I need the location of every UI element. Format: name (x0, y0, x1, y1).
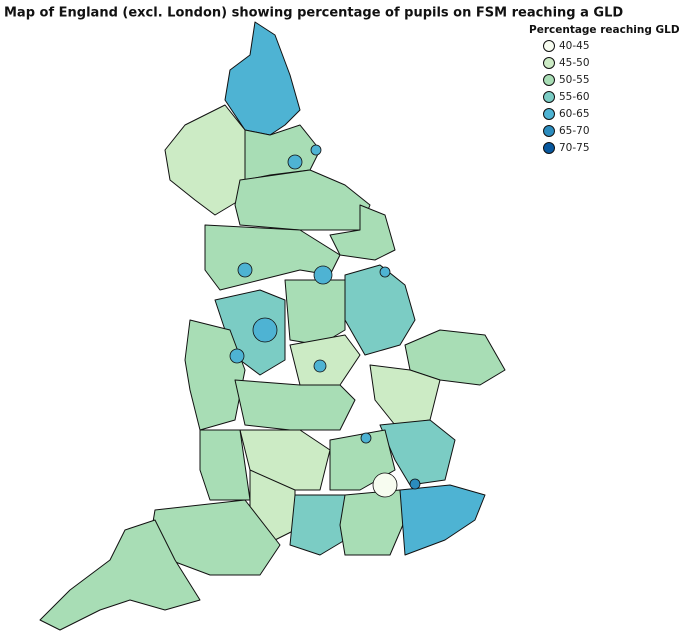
legend-swatch (543, 74, 555, 86)
region (199, 429, 251, 501)
region (289, 334, 361, 386)
legend-label: 60-65 (559, 108, 590, 120)
region (379, 266, 391, 278)
region (234, 169, 371, 231)
region (237, 262, 253, 278)
legend-swatch (543, 108, 555, 120)
region (229, 348, 245, 364)
legend-label: 65-70 (559, 125, 590, 137)
region (224, 21, 301, 136)
legend-label: 40-45 (559, 40, 590, 52)
region (234, 379, 356, 431)
legend-swatch (543, 91, 555, 103)
region (313, 359, 327, 373)
legend-swatch (543, 142, 555, 154)
region (289, 494, 346, 556)
legend-label: 55-60 (559, 91, 590, 103)
region (164, 104, 246, 216)
region (284, 279, 346, 346)
region (399, 484, 486, 556)
region (313, 265, 333, 285)
region (329, 204, 396, 261)
legend-swatch (543, 57, 555, 69)
legend: 40-45 45-50 50-55 55-60 60-65 65-70 70-75 (543, 40, 590, 154)
region (339, 489, 406, 556)
legend-swatch (543, 125, 555, 137)
region (372, 472, 398, 498)
england-map (39, 21, 506, 631)
legend-label: 45-50 (559, 57, 590, 69)
region (39, 519, 201, 631)
map-title: Map of England (excl. London) showing pe… (4, 6, 623, 21)
region (252, 317, 278, 343)
region (310, 144, 322, 156)
region (360, 432, 372, 444)
legend-label: 50-55 (559, 74, 590, 86)
region (287, 154, 303, 170)
region (409, 478, 421, 490)
region (379, 419, 456, 486)
region (184, 319, 246, 431)
legend-title: Percentage reaching GLD (529, 24, 680, 36)
legend-label: 70-75 (559, 142, 590, 154)
region (344, 264, 416, 356)
legend-swatch (543, 40, 555, 52)
